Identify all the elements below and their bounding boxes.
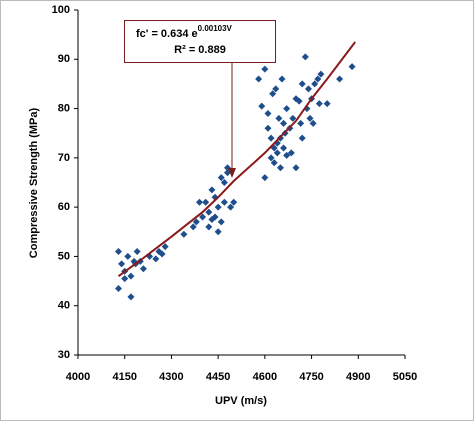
- data-point: [315, 100, 323, 108]
- data-point: [292, 164, 300, 172]
- arrow-head: [228, 168, 236, 178]
- y-tick-label: 40: [58, 300, 70, 312]
- x-axis-label: UPV (m/s): [215, 395, 267, 407]
- data-point: [118, 260, 126, 268]
- data-point: [124, 252, 132, 260]
- data-point: [311, 80, 319, 88]
- data-point: [161, 243, 169, 251]
- data-point: [304, 85, 312, 93]
- data-point: [273, 149, 281, 157]
- data-point: [127, 293, 135, 301]
- data-point: [205, 208, 213, 216]
- data-point: [220, 198, 228, 206]
- data-point: [205, 223, 213, 231]
- data-point: [217, 218, 225, 226]
- equation-superscript: 0.00103V: [198, 24, 233, 33]
- data-point: [267, 134, 275, 142]
- data-point: [220, 179, 228, 186]
- data-point: [127, 272, 135, 280]
- data-point: [261, 65, 269, 73]
- data-point: [230, 198, 238, 206]
- y-tick-label: 60: [58, 201, 70, 213]
- y-tick-label: 70: [58, 152, 70, 164]
- data-point: [261, 174, 269, 182]
- y-tick-label: 100: [52, 4, 70, 16]
- data-point: [272, 85, 280, 93]
- data-point: [264, 124, 272, 132]
- x-tick-label: 4900: [346, 371, 370, 383]
- data-point: [297, 119, 305, 127]
- data-point: [208, 186, 216, 194]
- x-tick-label: 4600: [253, 371, 277, 383]
- data-point: [211, 213, 219, 221]
- data-point: [217, 174, 225, 182]
- data-point: [278, 75, 286, 83]
- data-point: [317, 70, 325, 78]
- data-point: [114, 284, 122, 292]
- data-point: [158, 250, 166, 258]
- data-point: [280, 144, 288, 152]
- data-point: [202, 198, 210, 206]
- annotation-r2: R² = 0.889: [174, 44, 226, 56]
- y-tick-label: 90: [58, 53, 70, 65]
- annotation-equation: fc' = 0.634 e0.00103V: [136, 24, 233, 40]
- data-point: [269, 90, 277, 98]
- data-point: [199, 213, 207, 221]
- data-point: [227, 203, 235, 211]
- data-point: [264, 110, 272, 117]
- y-tick-label: 80: [58, 102, 70, 114]
- data-point: [255, 75, 263, 83]
- trendline: [117, 41, 356, 277]
- data-point: [121, 275, 129, 283]
- data-point: [348, 63, 356, 71]
- x-tick-label: 4450: [206, 371, 230, 383]
- data-point: [133, 248, 141, 255]
- annotation-box: [124, 20, 276, 63]
- data-point: [139, 265, 147, 273]
- data-point: [309, 119, 317, 127]
- data-point: [306, 114, 314, 122]
- data-point: [314, 75, 322, 83]
- data-point: [280, 119, 288, 127]
- equation-text: fc' = 0.634 e: [136, 28, 198, 40]
- data-point: [180, 230, 188, 238]
- data-point: [192, 218, 200, 226]
- x-tick-label: 5050: [393, 371, 417, 383]
- data-point: [195, 198, 203, 206]
- data-point: [214, 203, 222, 211]
- data-point: [283, 151, 291, 159]
- data-point: [270, 159, 278, 167]
- data-point: [336, 75, 344, 83]
- data-point: [301, 53, 309, 61]
- data-point: [267, 154, 275, 162]
- data-point: [276, 164, 284, 172]
- x-tick-label: 4150: [112, 371, 136, 383]
- x-tick-label: 4300: [159, 371, 183, 383]
- x-tick-label: 4000: [66, 371, 90, 383]
- data-point: [283, 105, 291, 113]
- data-point: [258, 102, 266, 110]
- data-point: [298, 134, 306, 142]
- y-axis-label: Compressive Strength (MPa): [28, 107, 40, 258]
- data-point: [287, 149, 295, 157]
- data-point: [214, 228, 222, 236]
- data-point: [323, 100, 331, 108]
- data-point: [152, 255, 160, 263]
- y-tick-label: 30: [58, 349, 70, 361]
- data-point: [298, 80, 306, 88]
- data-point: [189, 223, 197, 231]
- data-point: [114, 248, 122, 255]
- y-tick-label: 50: [58, 250, 70, 262]
- data-point: [295, 97, 303, 105]
- x-tick-label: 4750: [299, 371, 323, 383]
- data-point: [289, 114, 297, 122]
- data-point: [275, 114, 283, 122]
